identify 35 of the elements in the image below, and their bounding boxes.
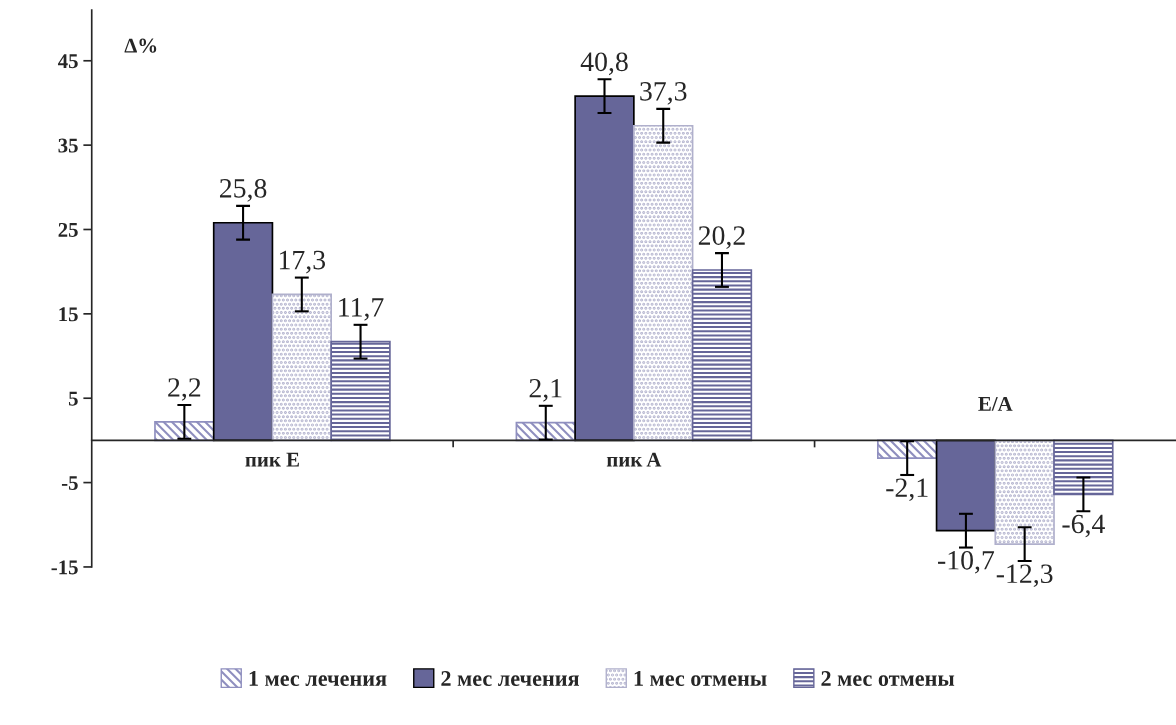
data-label: 11,7 <box>339 298 384 321</box>
y-axis-title: Δ% <box>124 38 157 53</box>
data-label: 2,1 <box>529 378 562 402</box>
y-tick-label: 45 <box>57 54 78 69</box>
y-tick-label: 15 <box>59 307 78 322</box>
data-label: 17,3 <box>279 250 326 274</box>
bar <box>633 124 694 442</box>
y-tick-label: 35 <box>58 138 78 153</box>
data-label: -2,1 <box>886 478 928 502</box>
legend-label: 1 мес лечения <box>249 671 387 686</box>
legend-label: 1 мес отмены <box>634 671 767 686</box>
bar <box>330 340 391 442</box>
data-label: -12,3 <box>996 564 1053 588</box>
data-label: 37,3 <box>640 82 687 105</box>
bar <box>691 269 753 442</box>
data-label: 2,2 <box>168 378 201 401</box>
x-tick-label: пик A <box>606 452 662 467</box>
legend-label: 2 мес лечения <box>441 671 579 686</box>
y-tick-label: -5 <box>61 476 78 491</box>
y-tick-label: 5 <box>68 391 78 406</box>
bar <box>876 439 938 459</box>
data-label: 20,2 <box>698 226 745 249</box>
x-tick-label: пик E <box>245 452 299 467</box>
legend-label: 2 мес отмены <box>821 671 955 686</box>
data-label: -10,7 <box>938 550 995 574</box>
x-tick-label: E/A <box>978 396 1013 411</box>
data-label: 40,8 <box>580 52 628 76</box>
y-tick-label: 25 <box>58 222 78 237</box>
bar <box>154 421 215 442</box>
y-tick-label: -15 <box>51 560 78 575</box>
data-label: -6,4 <box>1062 514 1105 538</box>
bar <box>271 293 333 442</box>
bar <box>994 439 1055 546</box>
bar <box>1053 439 1114 496</box>
data-label: 25,8 <box>219 178 267 202</box>
